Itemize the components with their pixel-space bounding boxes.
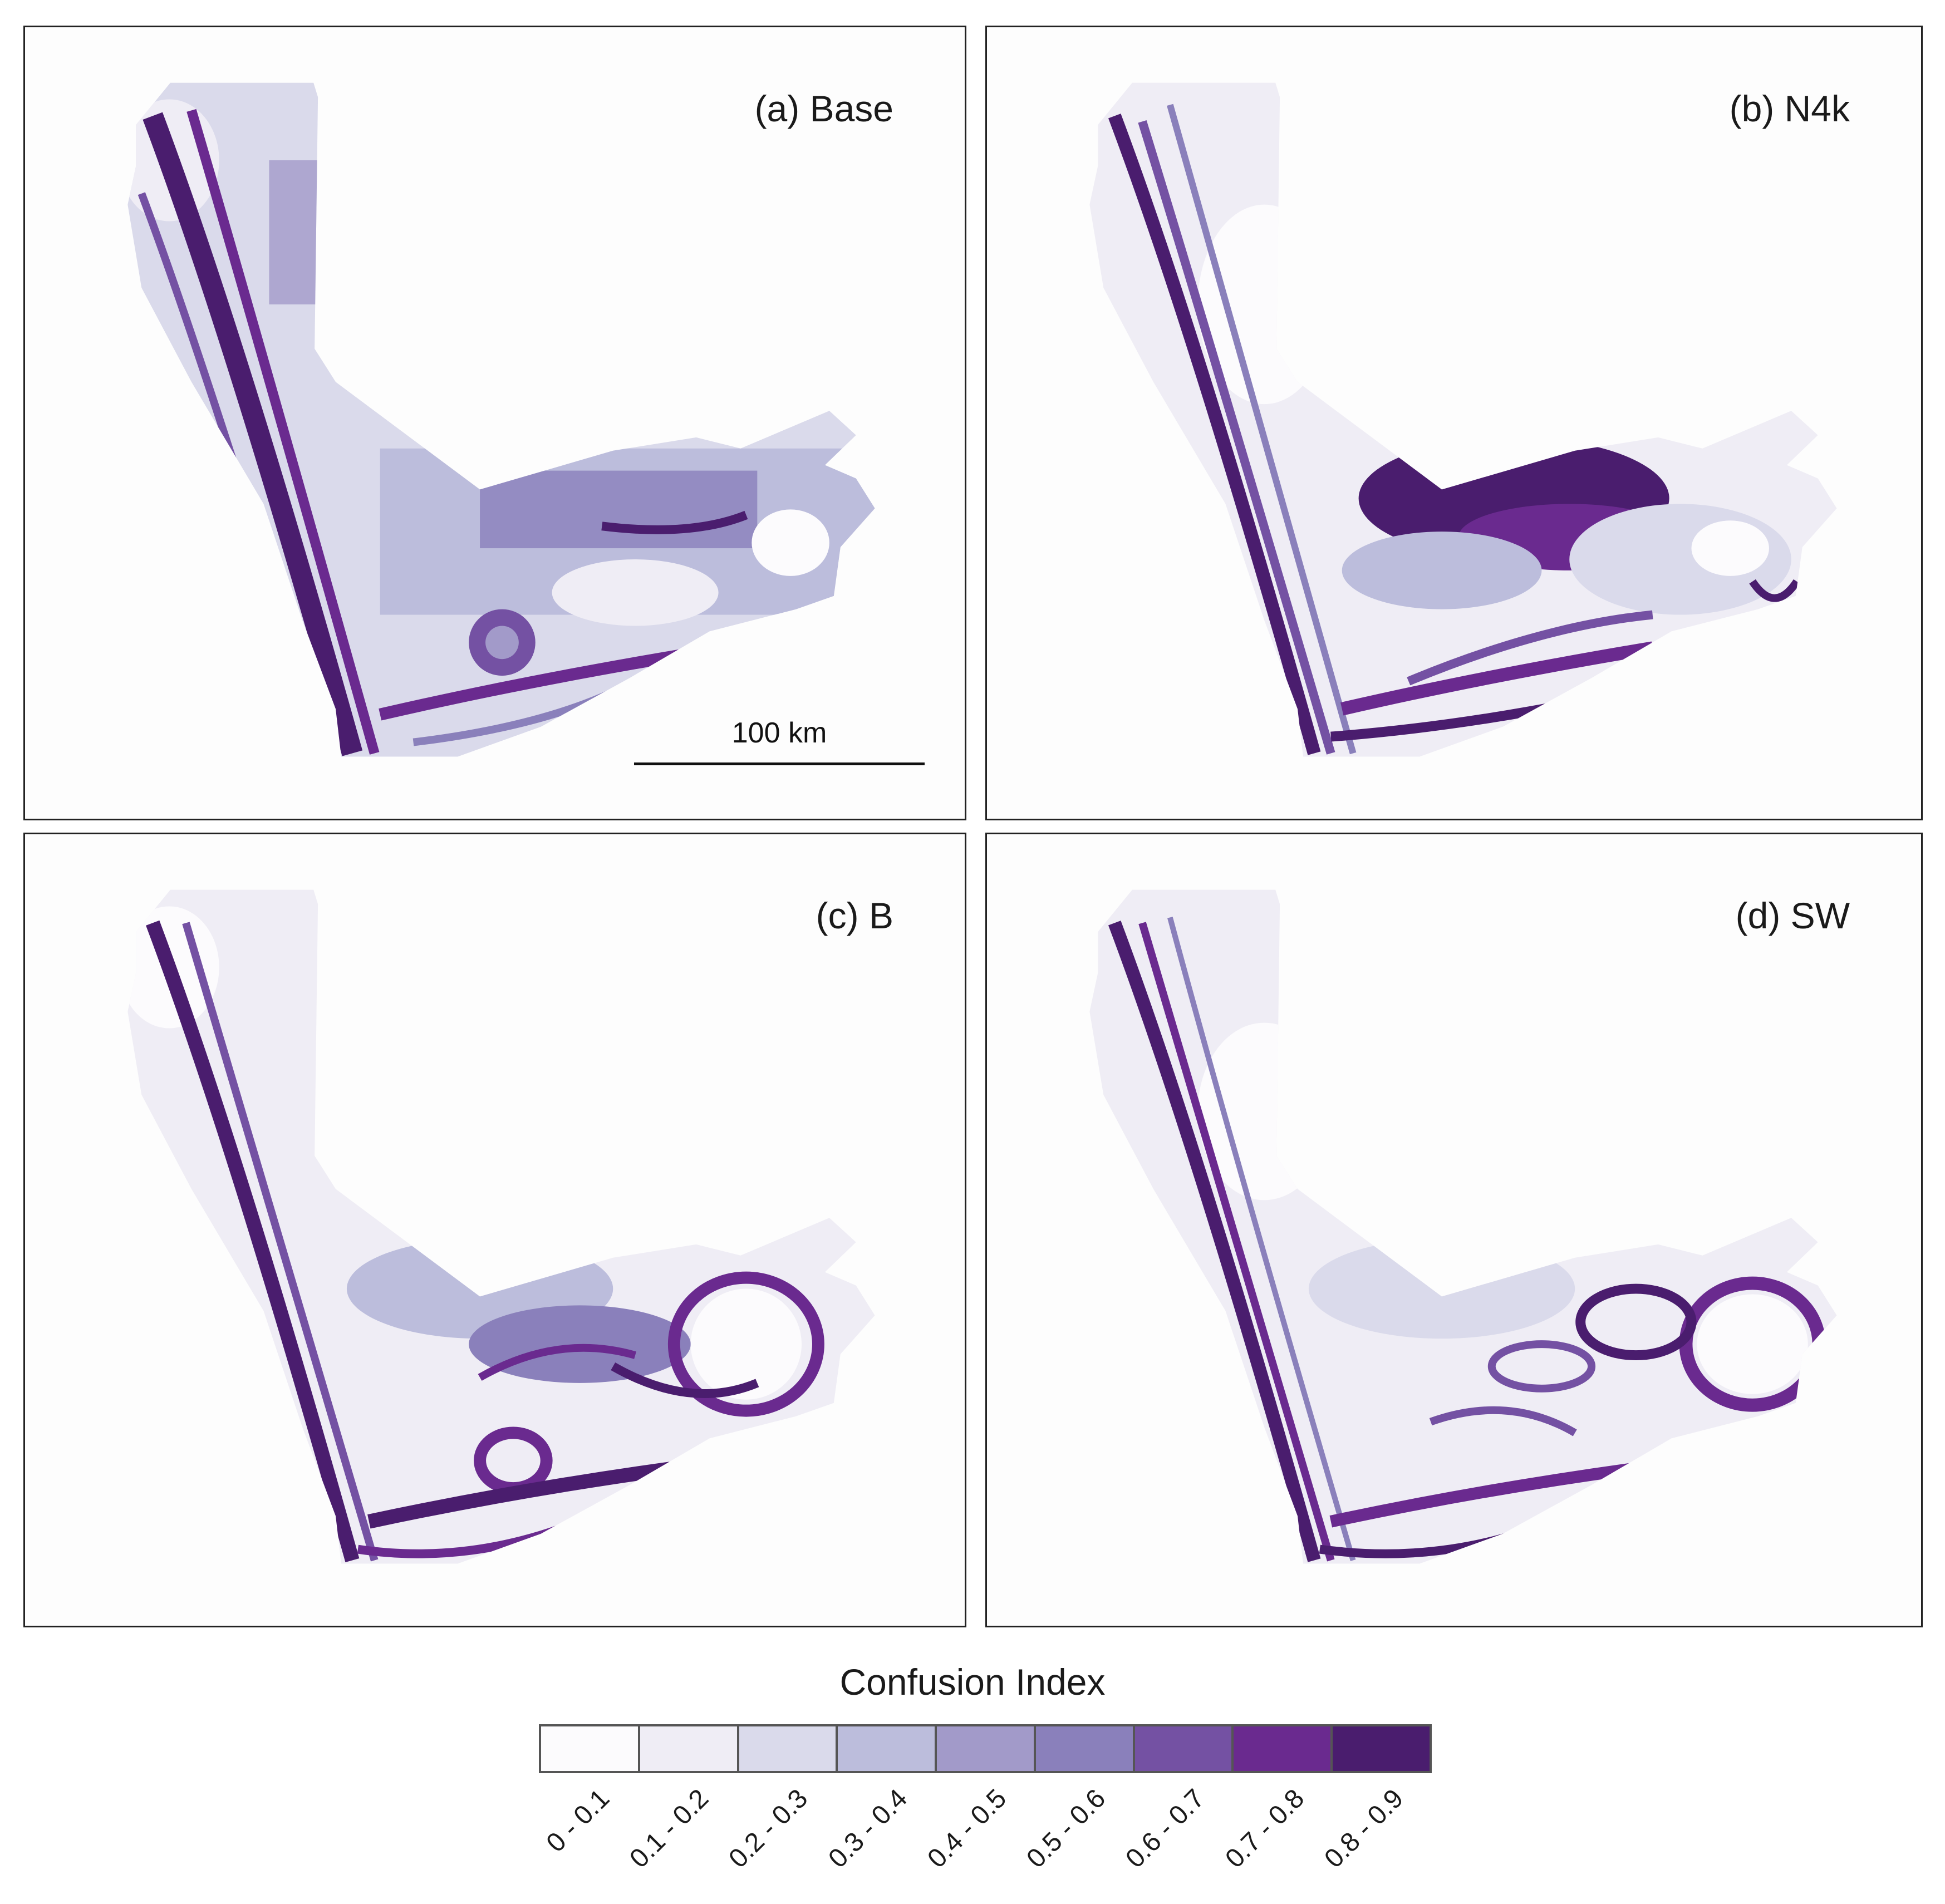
scale-bar-line [634, 762, 925, 765]
legend-label: 0.3 - 0.4 [822, 1783, 913, 1874]
legend-swatch [937, 1726, 1036, 1771]
confusion-index-map [1089, 82, 1837, 757]
legend-label: 0 - 0.1 [541, 1783, 616, 1858]
legend-label: 0.8 - 0.9 [1319, 1783, 1409, 1874]
scale-bar: 100 km [634, 717, 925, 765]
map-panel-n4k: (b) N4k [985, 26, 1923, 820]
legend-swatch [1134, 1726, 1234, 1771]
legend: Confusion Index 0 - 0.1 0.1 - 0.2 0.2 - 0.… [0, 1642, 1945, 1904]
legend-title: Confusion Index [839, 1661, 1106, 1703]
confusion-index-map [1089, 889, 1837, 1564]
map-panel-sw: (d) SW [985, 833, 1923, 1627]
legend-labels: 0 - 0.1 0.1 - 0.2 0.2 - 0.3 0.3 - 0.4 0.4 - … [539, 1778, 1432, 1900]
panel-title: (c) B [816, 895, 893, 936]
legend-swatch [1035, 1726, 1135, 1771]
map-panel-base: (a) Base 100 km [23, 26, 966, 820]
panel-title: (a) Base [754, 88, 893, 129]
legend-swatch [838, 1726, 937, 1771]
legend-label: 0.7 - 0.8 [1219, 1783, 1310, 1874]
legend-label: 0.5 - 0.6 [1021, 1783, 1112, 1874]
panel-title: (d) SW [1735, 895, 1850, 936]
legend-swatch [1333, 1726, 1430, 1771]
legend-swatch [1234, 1726, 1333, 1771]
map-panel-b: (c) B [23, 833, 966, 1627]
panel-title: (b) N4k [1729, 88, 1850, 129]
legend-label: 0.6 - 0.7 [1120, 1783, 1211, 1874]
legend-label: 0.2 - 0.3 [723, 1783, 814, 1874]
legend-swatch [640, 1726, 739, 1771]
confusion-index-map [127, 82, 875, 757]
legend-label: 0.4 - 0.5 [922, 1783, 1013, 1874]
scale-bar-label: 100 km [731, 717, 827, 749]
legend-label: 0.1 - 0.2 [624, 1783, 715, 1874]
legend-color-bar [539, 1724, 1432, 1773]
legend-swatch [739, 1726, 838, 1771]
legend-swatch [541, 1726, 640, 1771]
confusion-index-map [127, 889, 875, 1564]
